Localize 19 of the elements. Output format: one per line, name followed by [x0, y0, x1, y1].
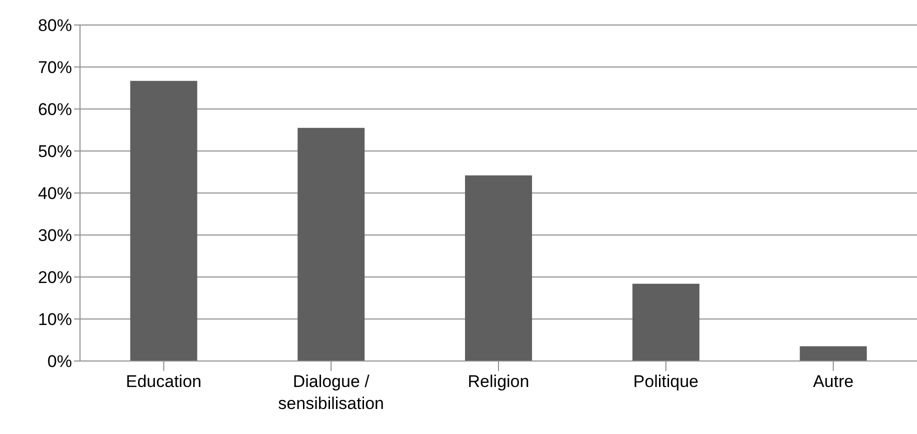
- y-tick-label: 80%: [38, 16, 72, 36]
- x-tick-label: Autre: [812, 372, 854, 391]
- bar: [465, 175, 532, 361]
- y-tick-label: 60%: [38, 100, 72, 120]
- bar: [800, 346, 867, 361]
- y-tick-label: 40%: [38, 184, 72, 204]
- y-tick-label: 20%: [38, 268, 72, 288]
- y-tick-label: 0%: [47, 352, 72, 372]
- bar: [298, 128, 365, 361]
- y-tick-label: 70%: [38, 58, 72, 78]
- x-tick-label: Religion: [468, 372, 530, 391]
- x-tick-label: Dialogue / sensibilisation: [278, 372, 384, 413]
- y-tick-label: 50%: [38, 142, 72, 162]
- y-tick-label: 10%: [38, 310, 72, 330]
- bar: [130, 80, 198, 361]
- bar: [632, 284, 700, 361]
- x-tick-label: Politique: [633, 372, 699, 391]
- y-tick-label: 30%: [38, 226, 72, 246]
- x-tick-label: Education: [126, 372, 202, 391]
